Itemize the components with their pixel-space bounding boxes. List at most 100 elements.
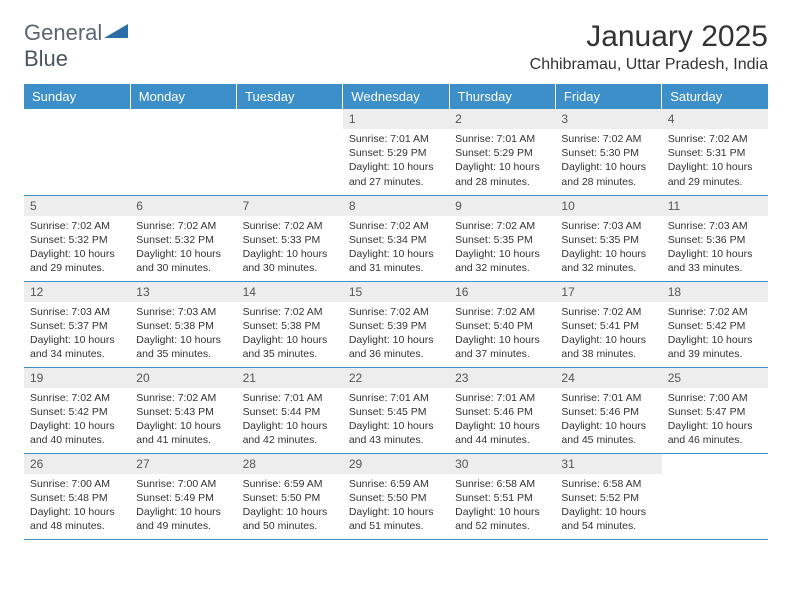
logo-triangle-icon xyxy=(104,22,130,40)
calendar-day-cell: 2Sunrise: 7:01 AMSunset: 5:29 PMDaylight… xyxy=(449,109,555,195)
calendar-day-cell: 29Sunrise: 6:59 AMSunset: 5:50 PMDayligh… xyxy=(343,453,449,539)
day-info: Sunrise: 7:03 AMSunset: 5:37 PMDaylight:… xyxy=(24,302,130,366)
calendar-day-cell: 20Sunrise: 7:02 AMSunset: 5:43 PMDayligh… xyxy=(130,367,236,453)
weekday-header: Saturday xyxy=(662,84,768,109)
calendar-day-cell: 4Sunrise: 7:02 AMSunset: 5:31 PMDaylight… xyxy=(662,109,768,195)
calendar-day-cell: 27Sunrise: 7:00 AMSunset: 5:49 PMDayligh… xyxy=(130,453,236,539)
day-number: 27 xyxy=(130,454,236,474)
calendar-day-cell: 14Sunrise: 7:02 AMSunset: 5:38 PMDayligh… xyxy=(237,281,343,367)
day-info: Sunrise: 7:03 AMSunset: 5:35 PMDaylight:… xyxy=(555,216,661,280)
day-number: 21 xyxy=(237,368,343,388)
calendar-week-row: 19Sunrise: 7:02 AMSunset: 5:42 PMDayligh… xyxy=(24,367,768,453)
day-number: 28 xyxy=(237,454,343,474)
month-title: January 2025 xyxy=(530,20,768,54)
logo-word-2: Blue xyxy=(24,46,68,71)
calendar-day-cell: 13Sunrise: 7:03 AMSunset: 5:38 PMDayligh… xyxy=(130,281,236,367)
calendar-day-cell: 25Sunrise: 7:00 AMSunset: 5:47 PMDayligh… xyxy=(662,367,768,453)
calendar-empty-cell xyxy=(24,109,130,195)
calendar-day-cell: 31Sunrise: 6:58 AMSunset: 5:52 PMDayligh… xyxy=(555,453,661,539)
day-info: Sunrise: 6:59 AMSunset: 5:50 PMDaylight:… xyxy=(343,474,449,538)
day-info: Sunrise: 7:01 AMSunset: 5:45 PMDaylight:… xyxy=(343,388,449,452)
calendar-day-cell: 11Sunrise: 7:03 AMSunset: 5:36 PMDayligh… xyxy=(662,195,768,281)
calendar-day-cell: 24Sunrise: 7:01 AMSunset: 5:46 PMDayligh… xyxy=(555,367,661,453)
calendar-day-cell: 18Sunrise: 7:02 AMSunset: 5:42 PMDayligh… xyxy=(662,281,768,367)
day-info: Sunrise: 7:01 AMSunset: 5:44 PMDaylight:… xyxy=(237,388,343,452)
calendar-table: SundayMondayTuesdayWednesdayThursdayFrid… xyxy=(24,84,768,540)
day-number: 12 xyxy=(24,282,130,302)
calendar-day-cell: 1Sunrise: 7:01 AMSunset: 5:29 PMDaylight… xyxy=(343,109,449,195)
day-info: Sunrise: 7:02 AMSunset: 5:30 PMDaylight:… xyxy=(555,129,661,193)
day-number: 13 xyxy=(130,282,236,302)
day-number: 6 xyxy=(130,196,236,216)
weekday-header: Tuesday xyxy=(237,84,343,109)
logo-word-1: General xyxy=(24,20,102,45)
calendar-day-cell: 30Sunrise: 6:58 AMSunset: 5:51 PMDayligh… xyxy=(449,453,555,539)
header: General Blue January 2025 Chhibramau, Ut… xyxy=(24,20,768,74)
title-block: January 2025 Chhibramau, Uttar Pradesh, … xyxy=(530,20,768,74)
weekday-header: Thursday xyxy=(449,84,555,109)
calendar-day-cell: 23Sunrise: 7:01 AMSunset: 5:46 PMDayligh… xyxy=(449,367,555,453)
day-number: 17 xyxy=(555,282,661,302)
weekday-header: Friday xyxy=(555,84,661,109)
day-info: Sunrise: 7:00 AMSunset: 5:49 PMDaylight:… xyxy=(130,474,236,538)
day-info: Sunrise: 7:02 AMSunset: 5:39 PMDaylight:… xyxy=(343,302,449,366)
day-number: 7 xyxy=(237,196,343,216)
calendar-day-cell: 19Sunrise: 7:02 AMSunset: 5:42 PMDayligh… xyxy=(24,367,130,453)
day-number: 19 xyxy=(24,368,130,388)
day-info: Sunrise: 7:01 AMSunset: 5:46 PMDaylight:… xyxy=(449,388,555,452)
weekday-header: Sunday xyxy=(24,84,130,109)
day-number: 9 xyxy=(449,196,555,216)
calendar-day-cell: 9Sunrise: 7:02 AMSunset: 5:35 PMDaylight… xyxy=(449,195,555,281)
day-info: Sunrise: 6:58 AMSunset: 5:52 PMDaylight:… xyxy=(555,474,661,538)
calendar-day-cell: 28Sunrise: 6:59 AMSunset: 5:50 PMDayligh… xyxy=(237,453,343,539)
day-info: Sunrise: 7:02 AMSunset: 5:42 PMDaylight:… xyxy=(662,302,768,366)
day-info: Sunrise: 7:02 AMSunset: 5:32 PMDaylight:… xyxy=(24,216,130,280)
day-info: Sunrise: 7:01 AMSunset: 5:29 PMDaylight:… xyxy=(343,129,449,193)
day-info: Sunrise: 7:02 AMSunset: 5:38 PMDaylight:… xyxy=(237,302,343,366)
calendar-week-row: 12Sunrise: 7:03 AMSunset: 5:37 PMDayligh… xyxy=(24,281,768,367)
day-number: 15 xyxy=(343,282,449,302)
day-info: Sunrise: 6:58 AMSunset: 5:51 PMDaylight:… xyxy=(449,474,555,538)
day-number: 30 xyxy=(449,454,555,474)
day-number: 5 xyxy=(24,196,130,216)
calendar-week-row: 5Sunrise: 7:02 AMSunset: 5:32 PMDaylight… xyxy=(24,195,768,281)
logo-text: General Blue xyxy=(24,20,130,72)
calendar-body: 1Sunrise: 7:01 AMSunset: 5:29 PMDaylight… xyxy=(24,109,768,539)
day-info: Sunrise: 6:59 AMSunset: 5:50 PMDaylight:… xyxy=(237,474,343,538)
day-number: 24 xyxy=(555,368,661,388)
day-number: 31 xyxy=(555,454,661,474)
day-number: 10 xyxy=(555,196,661,216)
day-number: 8 xyxy=(343,196,449,216)
day-info: Sunrise: 7:02 AMSunset: 5:42 PMDaylight:… xyxy=(24,388,130,452)
weekday-header: Monday xyxy=(130,84,236,109)
calendar-day-cell: 6Sunrise: 7:02 AMSunset: 5:32 PMDaylight… xyxy=(130,195,236,281)
day-info: Sunrise: 7:02 AMSunset: 5:35 PMDaylight:… xyxy=(449,216,555,280)
day-number: 2 xyxy=(449,109,555,129)
weekday-header: Wednesday xyxy=(343,84,449,109)
calendar-day-cell: 21Sunrise: 7:01 AMSunset: 5:44 PMDayligh… xyxy=(237,367,343,453)
calendar-week-row: 26Sunrise: 7:00 AMSunset: 5:48 PMDayligh… xyxy=(24,453,768,539)
day-number: 1 xyxy=(343,109,449,129)
day-number: 11 xyxy=(662,196,768,216)
day-number: 4 xyxy=(662,109,768,129)
location-text: Chhibramau, Uttar Pradesh, India xyxy=(530,56,768,74)
day-number: 18 xyxy=(662,282,768,302)
day-info: Sunrise: 7:00 AMSunset: 5:48 PMDaylight:… xyxy=(24,474,130,538)
calendar-day-cell: 26Sunrise: 7:00 AMSunset: 5:48 PMDayligh… xyxy=(24,453,130,539)
day-info: Sunrise: 7:02 AMSunset: 5:43 PMDaylight:… xyxy=(130,388,236,452)
calendar-empty-cell xyxy=(130,109,236,195)
day-number: 25 xyxy=(662,368,768,388)
calendar-day-cell: 15Sunrise: 7:02 AMSunset: 5:39 PMDayligh… xyxy=(343,281,449,367)
logo: General Blue xyxy=(24,20,130,72)
calendar-empty-cell xyxy=(662,453,768,539)
calendar-day-cell: 7Sunrise: 7:02 AMSunset: 5:33 PMDaylight… xyxy=(237,195,343,281)
calendar-day-cell: 12Sunrise: 7:03 AMSunset: 5:37 PMDayligh… xyxy=(24,281,130,367)
calendar-day-cell: 10Sunrise: 7:03 AMSunset: 5:35 PMDayligh… xyxy=(555,195,661,281)
calendar-day-cell: 5Sunrise: 7:02 AMSunset: 5:32 PMDaylight… xyxy=(24,195,130,281)
day-info: Sunrise: 7:03 AMSunset: 5:36 PMDaylight:… xyxy=(662,216,768,280)
calendar-day-cell: 8Sunrise: 7:02 AMSunset: 5:34 PMDaylight… xyxy=(343,195,449,281)
day-info: Sunrise: 7:02 AMSunset: 5:41 PMDaylight:… xyxy=(555,302,661,366)
day-info: Sunrise: 7:02 AMSunset: 5:40 PMDaylight:… xyxy=(449,302,555,366)
day-number: 16 xyxy=(449,282,555,302)
day-info: Sunrise: 7:02 AMSunset: 5:34 PMDaylight:… xyxy=(343,216,449,280)
